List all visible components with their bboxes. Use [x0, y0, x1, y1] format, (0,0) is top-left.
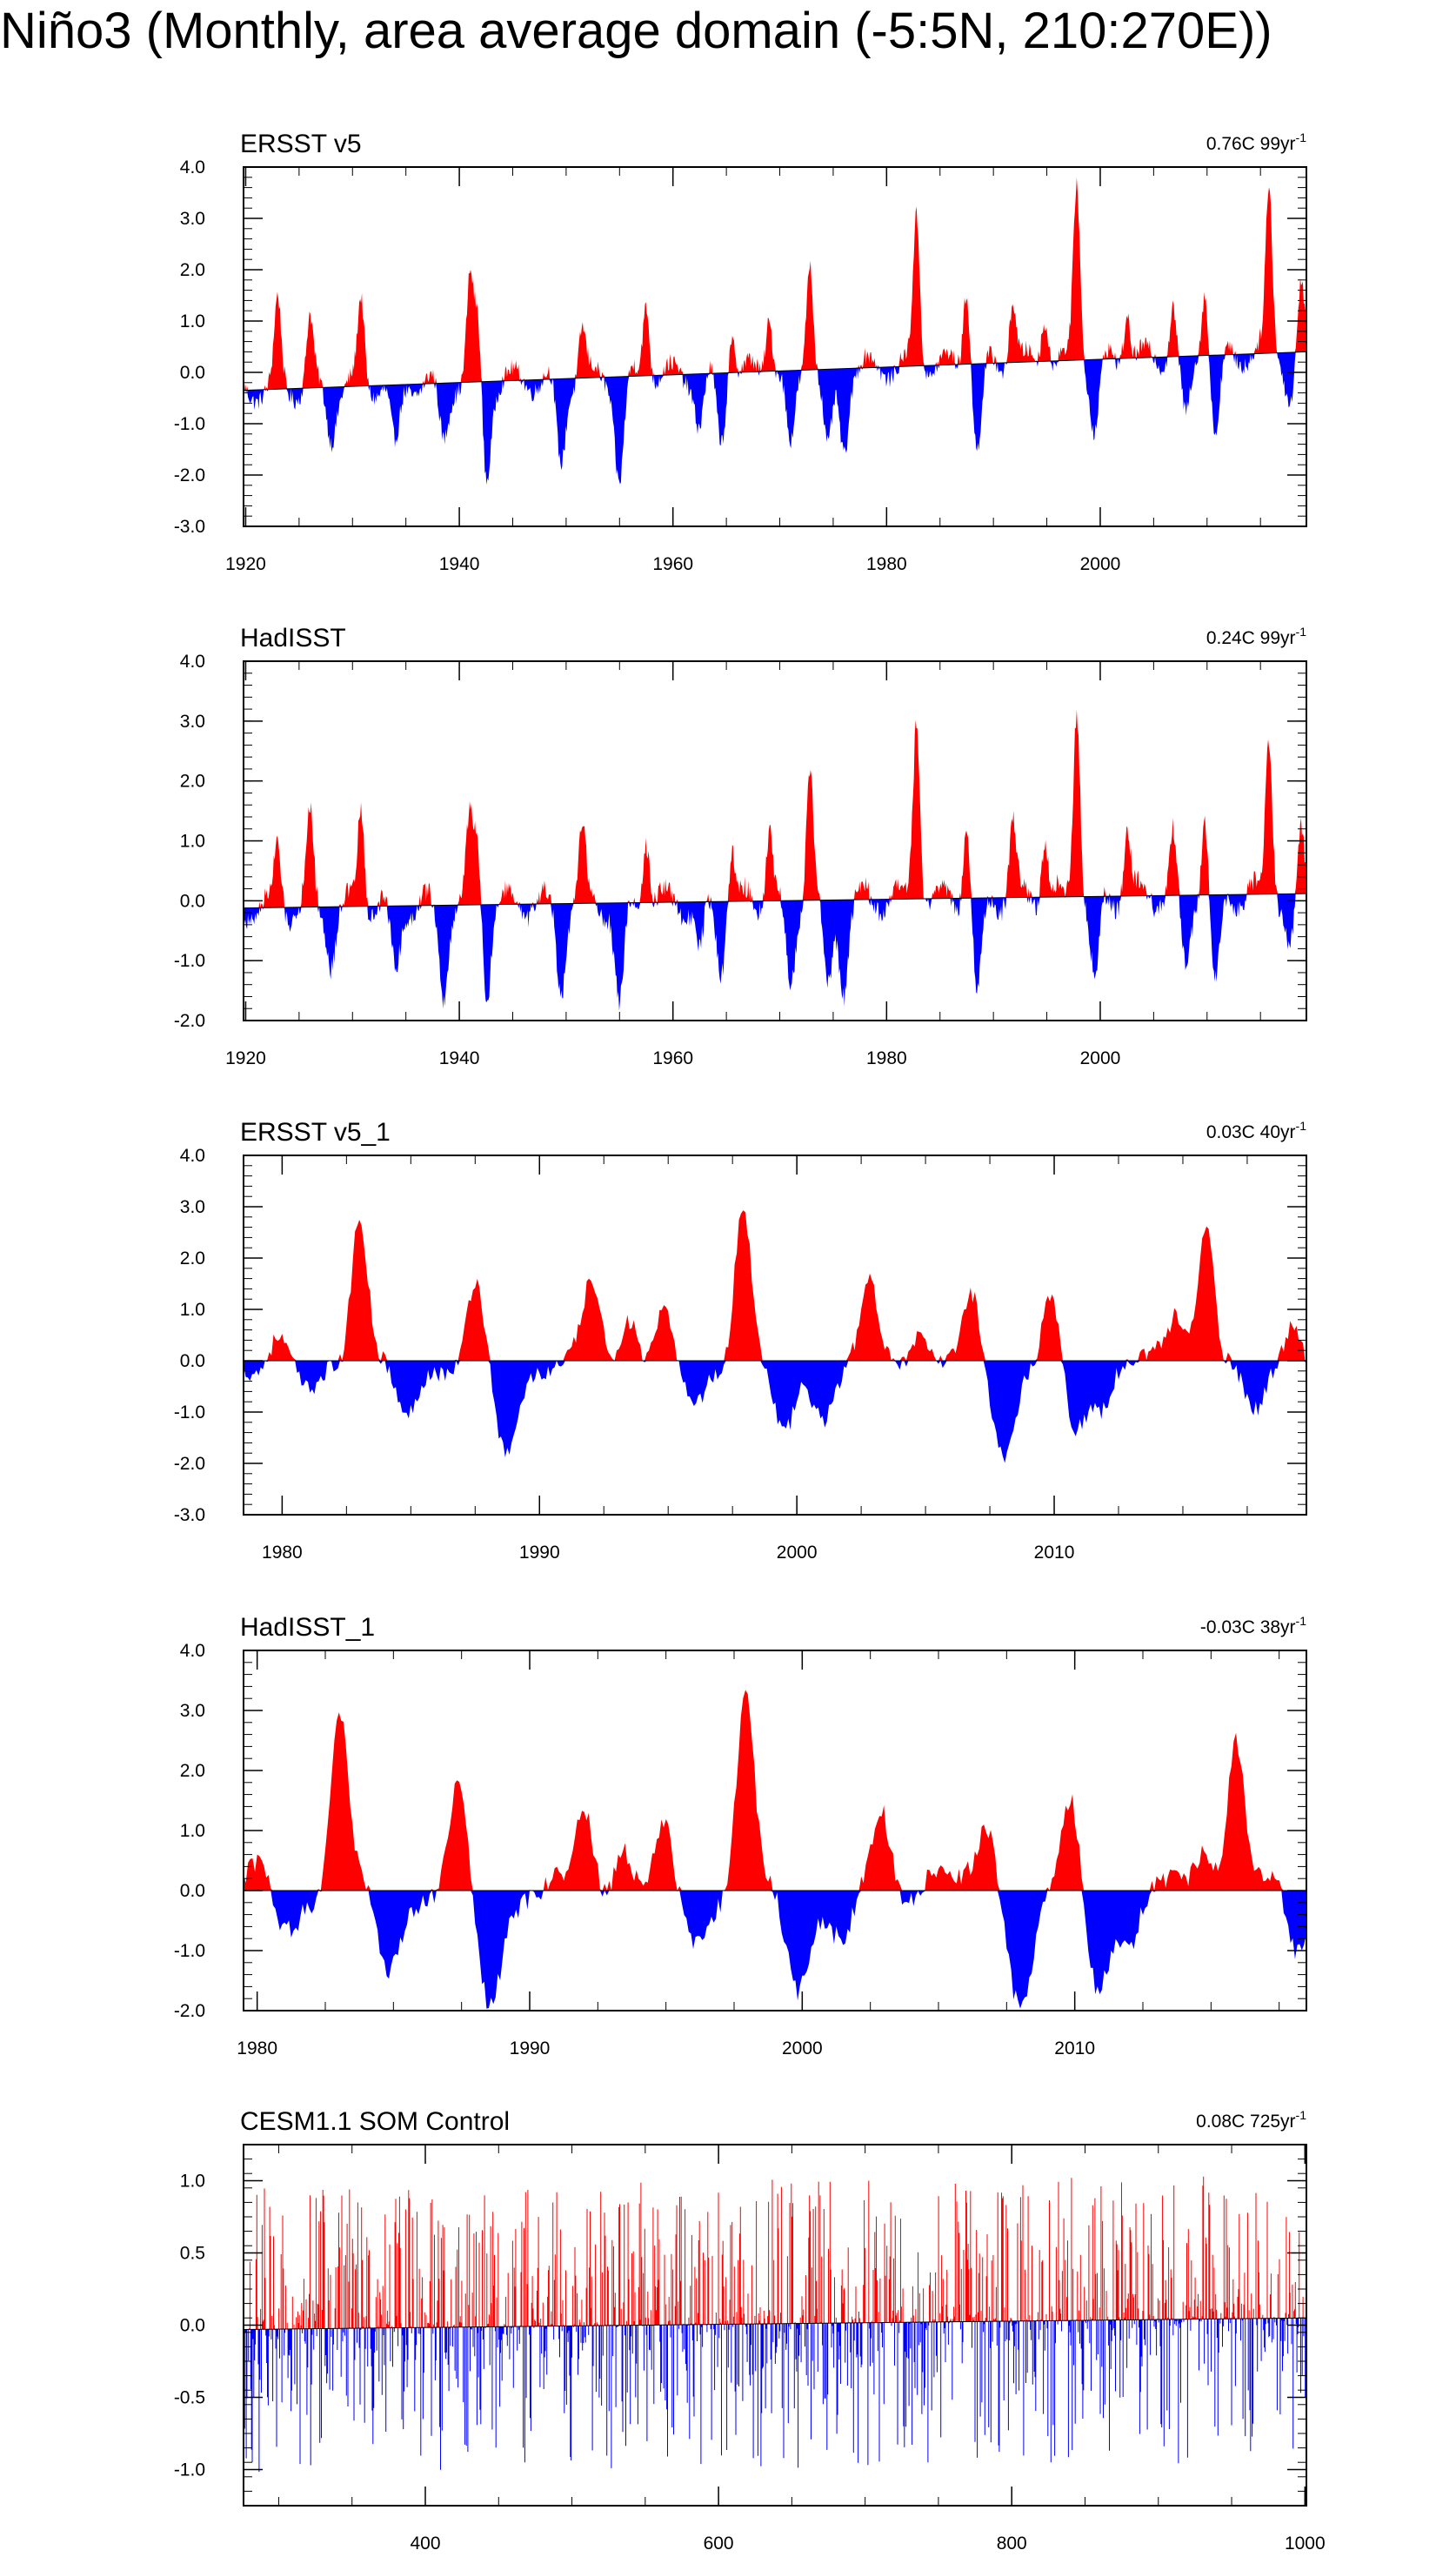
xtick-label: 1000: [1285, 2534, 1326, 2554]
positive-spikes: [249, 2176, 1307, 2330]
ytick-label: 3.0: [180, 209, 205, 229]
ytick-label: 1.0: [180, 1300, 205, 1320]
xtick-label: 2000: [782, 2038, 823, 2058]
ytick-label: -3.0: [174, 517, 205, 537]
xtick-label: 400: [410, 2534, 440, 2554]
ytick-label: 2.0: [180, 1248, 205, 1268]
ytick-label: -2.0: [174, 1011, 205, 1031]
baseline: [243, 351, 1307, 392]
xtick-label: 1990: [519, 1543, 560, 1563]
ytick-label: 0.0: [180, 891, 205, 911]
ytick-label: 0.0: [180, 363, 205, 383]
ytick-label: 4.0: [180, 1641, 205, 1661]
plot-frame: [243, 1155, 1307, 1516]
ytick-label: 4.0: [180, 1146, 205, 1166]
ytick-label: 1.0: [180, 2172, 205, 2192]
panel-3: ERSST v5_1 0.03C 40yr-1 4.0 3.0 2.0 1.0 0.0 -1.…: [174, 1118, 1307, 1563]
xtick-label: 2000: [1080, 1048, 1121, 1068]
xtick-label: 1960: [652, 554, 693, 574]
ytick-label: 1.0: [180, 1821, 205, 1841]
ytick-label: 0.0: [180, 1351, 205, 1371]
panel-stat: 0.24C 99yr-1: [1206, 625, 1306, 648]
ytick-label: -1.0: [174, 1941, 205, 1961]
positive-area: [244, 709, 1306, 908]
ytick-label: -2.0: [174, 1454, 205, 1474]
xtick-label: 1980: [262, 1543, 303, 1563]
data-area: [244, 1210, 1307, 1463]
ytick-label: 4.0: [180, 157, 205, 177]
page-title: Niño3 (Monthly, area average domain (-5:…: [0, 3, 1272, 59]
xtick-label: 2010: [1054, 2038, 1095, 2058]
xtick-label: 800: [997, 2534, 1027, 2554]
negative-area: [244, 1891, 1306, 2009]
xtick-label: 1920: [225, 1048, 266, 1068]
ytick-label: 3.0: [180, 1701, 205, 1721]
xtick-label: 1980: [866, 1048, 907, 1068]
xtick-label: 2010: [1034, 1543, 1075, 1563]
ytick-label: 1.0: [180, 311, 205, 331]
ytick-label: 0.0: [180, 1881, 205, 1901]
negative-area: [244, 1361, 1307, 1463]
ytick-label: 1.0: [180, 832, 205, 852]
data-area: [244, 709, 1306, 1011]
plot-frame: [243, 166, 1307, 527]
ytick-label: -1.0: [174, 2460, 205, 2480]
ytick-label: -1.0: [174, 414, 205, 434]
ytick-label: -0.5: [174, 2388, 205, 2408]
plot-frame: [243, 660, 1307, 1021]
negative-spikes: [243, 2318, 1306, 2473]
ytick-label: 4.0: [180, 652, 205, 672]
positive-area: [244, 177, 1306, 391]
xtick-label: 1980: [866, 554, 907, 574]
plot-frame: [243, 1650, 1307, 2011]
panel-4: HadISST_1 -0.03C 38yr-1 4.0 3.0 2.0 1.0 0.0 -1.…: [174, 1613, 1307, 2058]
ytick-label: -2.0: [174, 2001, 205, 2021]
ytick-label: 2.0: [180, 772, 205, 792]
panel-title: HadISST_1: [240, 1613, 375, 1642]
data-area: [243, 2176, 1307, 2473]
panel-title: HadISST: [240, 624, 346, 653]
negative-area: [244, 351, 1306, 485]
data-area: [244, 177, 1306, 485]
panel-stat: 0.08C 725yr-1: [1196, 2108, 1306, 2132]
panel-title: ERSST v5: [240, 130, 362, 158]
xtick-label: 1960: [652, 1048, 693, 1068]
data-area: [244, 1690, 1306, 2009]
baseline: [243, 893, 1307, 909]
ytick-label: 3.0: [180, 712, 205, 732]
ytick-label: 0.5: [180, 2244, 205, 2264]
panel-stat: -0.03C 38yr-1: [1200, 1614, 1306, 1637]
positive-area: [244, 1690, 1306, 1891]
xtick-label: 1980: [237, 2038, 277, 2058]
xtick-label: 1940: [439, 554, 480, 574]
positive-area: [244, 1210, 1307, 1361]
xtick-label: 1940: [439, 1048, 480, 1068]
xtick-label: 1920: [225, 554, 266, 574]
panel-stat: 0.76C 99yr-1: [1206, 131, 1306, 154]
xtick-label: 1990: [510, 2038, 551, 2058]
xtick-label: 2000: [1080, 554, 1121, 574]
ytick-label: -1.0: [174, 951, 205, 971]
panel-5: CESM1.1 SOM Control 0.08C 725yr-1 1.0 0.5 0.…: [174, 2107, 1326, 2554]
negative-area: [244, 894, 1306, 1011]
panel-2: HadISST 0.24C 99yr-1 4.0 3.0 2.0 1.0 0.0 -1.0 -2…: [174, 624, 1307, 1068]
ytick-label: -3.0: [174, 1505, 205, 1525]
panel-1: ERSST v5 0.76C 99yr-1 4.0 3.0 2.0 1.0 0.0 -1.0 -…: [174, 130, 1307, 574]
baseline: [243, 2317, 1307, 2330]
xtick-label: 2000: [777, 1543, 818, 1563]
ytick-label: -2.0: [174, 465, 205, 485]
panel-title: CESM1.1 SOM Control: [240, 2107, 510, 2136]
panel-title: ERSST v5_1: [240, 1118, 391, 1147]
ytick-label: 0.0: [180, 2316, 205, 2336]
panel-stat: 0.03C 40yr-1: [1206, 1119, 1306, 1142]
ytick-label: 2.0: [180, 260, 205, 280]
ytick-label: 3.0: [180, 1197, 205, 1217]
xtick-label: 600: [704, 2534, 734, 2554]
ytick-label: -1.0: [174, 1402, 205, 1422]
ytick-label: 2.0: [180, 1761, 205, 1781]
